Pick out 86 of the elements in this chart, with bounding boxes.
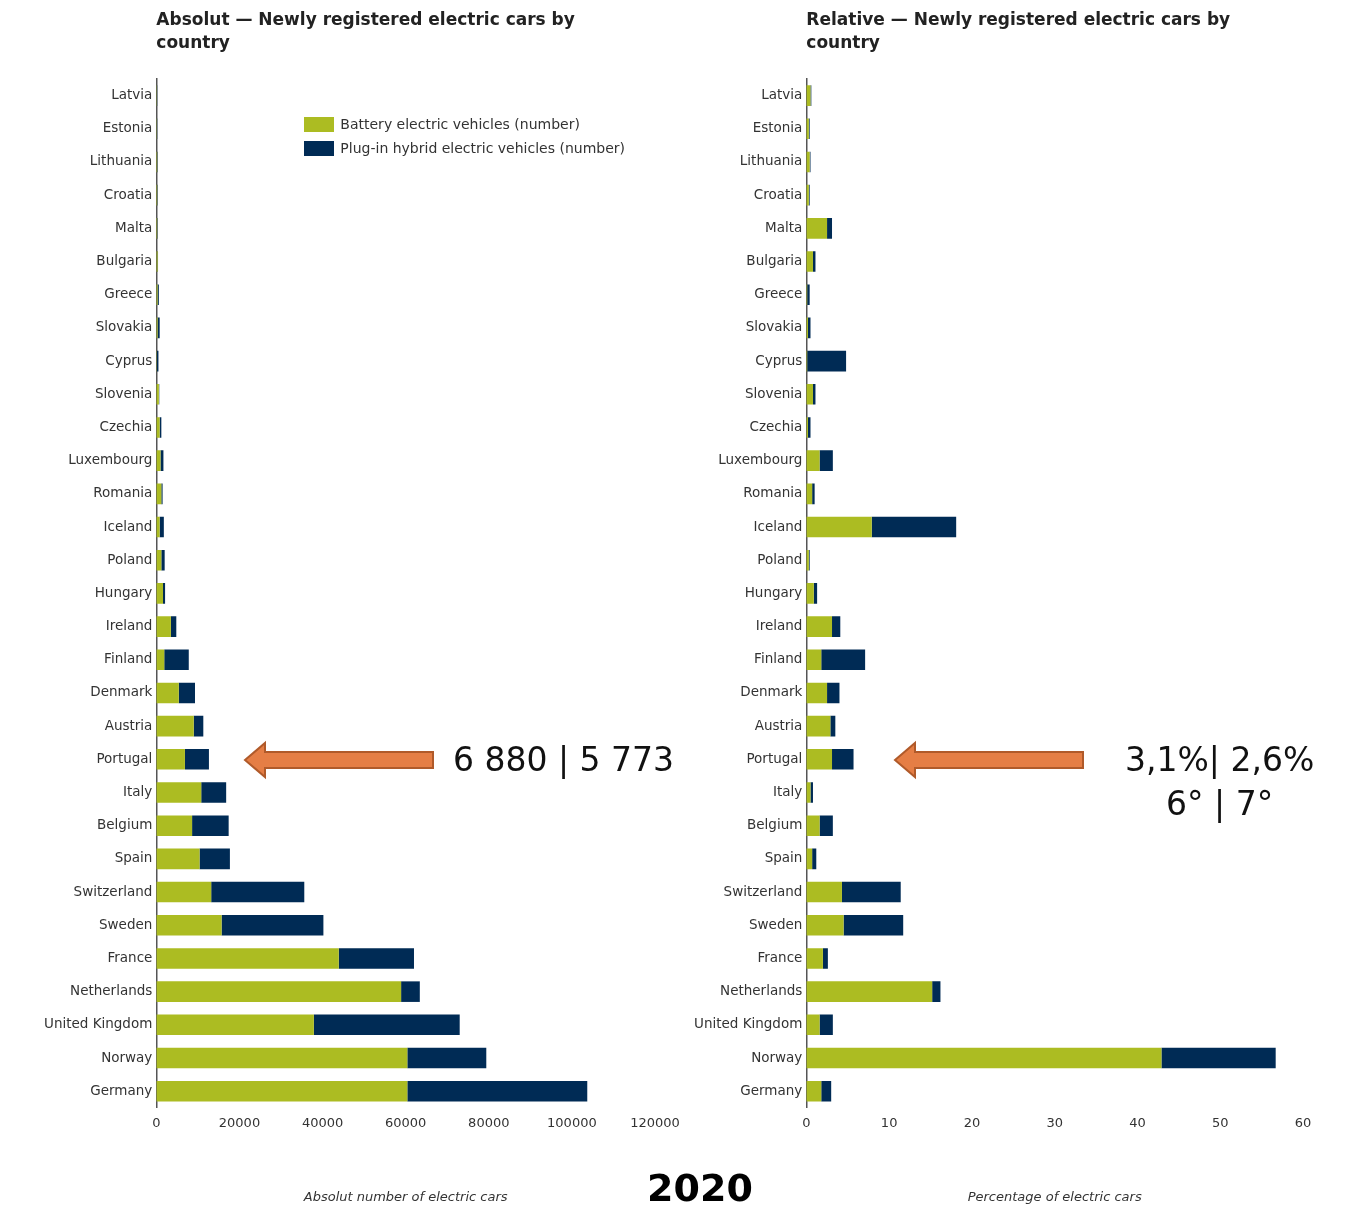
y-tick-label: Germany (740, 1081, 803, 1098)
y-tick-label: Spain (114, 849, 153, 866)
x-tick-label: 20000 (218, 1114, 261, 1130)
y-tick-label: Poland (107, 550, 153, 567)
y-tick-label: Slovenia (744, 384, 803, 401)
annotation: 3,1%| 2,6% (1125, 739, 1315, 782)
y-tick-label: Portugal (746, 749, 803, 766)
y-tick-label: United Kingdom (694, 1015, 803, 1032)
y-tick-label: Norway (751, 1048, 803, 1065)
y-tick-label: Denmark (90, 683, 153, 700)
y-tick-label: Greece (104, 285, 153, 302)
y-tick-label: France (757, 948, 803, 965)
y-tick-label: Slovakia (95, 318, 153, 335)
x-tick-label: 10 (880, 1114, 898, 1130)
x-tick-label: 0 (802, 1114, 811, 1130)
y-tick-label: Italy (123, 783, 153, 800)
y-tick-label: Bulgaria (96, 252, 153, 269)
x-tick-label: 50 (1211, 1114, 1229, 1130)
y-tick-label: Iceland (103, 517, 153, 534)
x-tick-label: 100000 (547, 1114, 597, 1130)
x-tick-label: 80000 (468, 1114, 510, 1130)
y-tick-label: Norway (101, 1048, 153, 1065)
y-tick-label: Switzerland (723, 882, 803, 899)
y-tick-label: Estonia (102, 119, 153, 136)
y-tick-label: Czechia (749, 417, 803, 434)
legend-label: Plug-in hybrid electric vehicles (number) (340, 140, 625, 156)
x-tick-label: 20 (963, 1114, 981, 1130)
y-tick-label: Croatia (753, 185, 803, 202)
y-tick-label: Croatia (103, 185, 153, 202)
y-tick-label: Slovakia (745, 318, 803, 335)
y-tick-label: Lithuania (739, 152, 803, 169)
y-tick-label: Austria (754, 716, 803, 733)
y-tick-label: Finland (104, 650, 153, 667)
x-axis-title: Percentage of electric cars (967, 1188, 1142, 1204)
x-tick-label: 30 (1046, 1114, 1063, 1130)
y-tick-label: Luxembourg (718, 451, 803, 468)
x-axis-title: Absolut number of electric cars (302, 1188, 508, 1204)
y-tick-label: Switzerland (73, 882, 153, 899)
y-tick-label: Spain (764, 849, 803, 866)
legend-label: Battery electric vehicles (number) (340, 116, 580, 132)
y-tick-label: Finland (754, 650, 803, 667)
y-tick-label: Ireland (105, 617, 153, 634)
y-tick-label: Malta (765, 218, 803, 235)
y-tick-label: Denmark (740, 683, 803, 700)
y-tick-label: Belgium (97, 816, 153, 833)
y-tick-label: Netherlands (70, 982, 153, 999)
y-tick-label: Sweden (99, 915, 153, 932)
y-tick-label: Slovenia (94, 384, 153, 401)
y-tick-label: Ireland (755, 617, 803, 634)
annotation: 6 880 | 5 773 (453, 739, 675, 782)
annotation: 6° | 7° (1166, 783, 1274, 826)
y-tick-label: Netherlands (720, 982, 803, 999)
y-tick-label: Latvia (761, 86, 803, 103)
y-tick-label: Greece (754, 285, 803, 302)
x-tick-label: 40000 (301, 1114, 344, 1130)
y-tick-label: United Kingdom (44, 1015, 153, 1032)
y-tick-label: Czechia (99, 417, 153, 434)
y-tick-label: Germany (90, 1081, 153, 1098)
y-tick-label: Hungary (744, 583, 803, 600)
y-tick-label: Cyprus (755, 351, 803, 368)
x-tick-label: 120000 (630, 1114, 680, 1130)
chart-title: Absolut — Newly registered electric cars by country (156, 8, 576, 54)
text: 2020 (647, 1166, 753, 1210)
y-tick-label: Lithuania (89, 152, 153, 169)
y-tick-label: Belgium (747, 816, 803, 833)
x-tick-label: 60 (1294, 1114, 1312, 1130)
x-tick-label: 0 (152, 1114, 161, 1130)
y-tick-label: Cyprus (105, 351, 153, 368)
y-tick-label: Romania (93, 484, 153, 501)
chart-title: Relative — Newly registered electric cars by country (806, 8, 1232, 54)
y-tick-label: Estonia (752, 119, 803, 136)
y-tick-label: Poland (757, 550, 803, 567)
y-tick-label: Latvia (111, 86, 153, 103)
y-tick-label: Sweden (749, 915, 803, 932)
y-tick-label: Malta (115, 218, 153, 235)
y-tick-label: Hungary (94, 583, 153, 600)
y-tick-label: Portugal (96, 749, 153, 766)
y-tick-label: Italy (773, 783, 803, 800)
y-tick-label: Luxembourg (68, 451, 153, 468)
y-tick-label: France (107, 948, 153, 965)
x-tick-label: 60000 (385, 1114, 427, 1130)
y-tick-label: Bulgaria (746, 252, 803, 269)
y-tick-label: Austria (104, 716, 153, 733)
y-tick-label: Romania (743, 484, 803, 501)
x-tick-label: 40 (1129, 1114, 1146, 1130)
y-tick-label: Iceland (753, 517, 803, 534)
